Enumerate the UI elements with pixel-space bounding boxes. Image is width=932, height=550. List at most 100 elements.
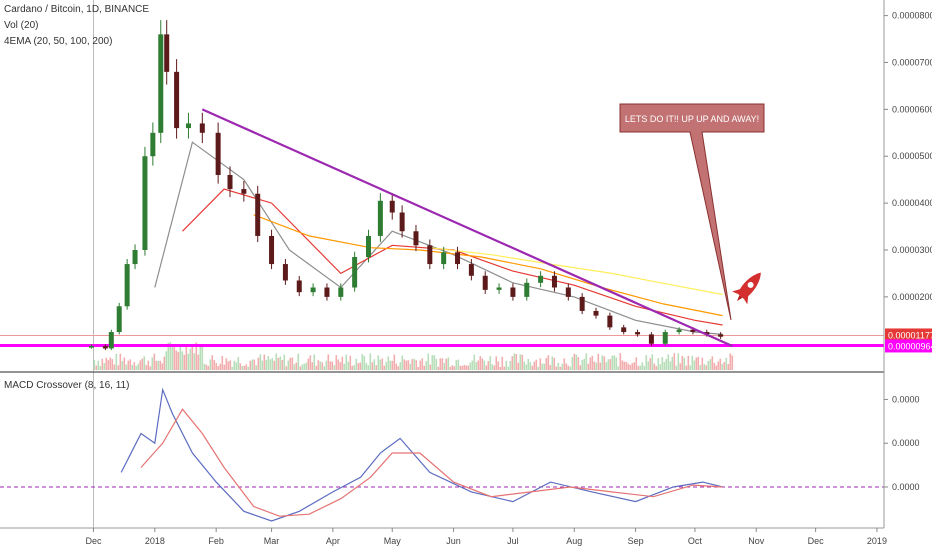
volume-bar bbox=[141, 358, 144, 370]
candle bbox=[718, 334, 724, 337]
rocket-icon bbox=[731, 272, 761, 305]
volume-bar bbox=[459, 365, 462, 370]
volume-bar bbox=[373, 359, 376, 370]
volume-bar bbox=[117, 365, 120, 370]
volume-bar bbox=[479, 356, 482, 370]
volume-bar bbox=[483, 360, 486, 370]
volume-bar bbox=[207, 365, 210, 370]
candle bbox=[565, 287, 571, 297]
volume-bar bbox=[465, 365, 468, 370]
volume-bar bbox=[557, 362, 560, 370]
candle bbox=[377, 200, 383, 236]
volume-bar bbox=[705, 365, 708, 370]
volume-bar bbox=[355, 358, 358, 370]
candle bbox=[593, 310, 599, 316]
volume-bar bbox=[495, 356, 498, 370]
volume-bar bbox=[253, 359, 256, 370]
volume-bar bbox=[567, 365, 570, 370]
volume-bar bbox=[249, 360, 252, 370]
candle bbox=[648, 334, 654, 344]
volume-bar bbox=[415, 360, 418, 370]
volume-bar bbox=[387, 356, 390, 370]
volume-bar bbox=[245, 364, 248, 370]
macd-line bbox=[120, 387, 723, 522]
volume-bar bbox=[615, 357, 618, 370]
volume-bar bbox=[209, 359, 212, 370]
volume-bar bbox=[437, 366, 440, 370]
volume-bar bbox=[241, 365, 244, 370]
ema-line-1 bbox=[154, 141, 723, 335]
volume-bar bbox=[605, 362, 608, 370]
volume-bar bbox=[621, 360, 624, 370]
volume-bar bbox=[403, 359, 406, 370]
volume-bar bbox=[233, 360, 236, 370]
volume-bar bbox=[161, 363, 164, 370]
volume-bar bbox=[471, 360, 474, 370]
volume-bar bbox=[451, 365, 454, 370]
volume-bar bbox=[533, 361, 536, 370]
volume-bar bbox=[365, 363, 368, 370]
volume-bar bbox=[703, 364, 706, 370]
volume-bar bbox=[433, 355, 436, 370]
volume-bar bbox=[447, 357, 450, 370]
volume-bar bbox=[661, 357, 664, 370]
candle bbox=[690, 329, 696, 333]
volume-bar bbox=[691, 355, 694, 370]
volume-bar bbox=[127, 360, 130, 370]
volume-bar bbox=[537, 366, 540, 370]
volume-bar bbox=[103, 363, 106, 370]
volume-bar bbox=[95, 365, 98, 370]
volume-bar bbox=[541, 363, 544, 370]
volume-bar bbox=[257, 357, 260, 370]
volume-bar bbox=[377, 355, 380, 370]
volume-bar bbox=[391, 360, 394, 370]
y-tick-label: 0.00006000 bbox=[892, 104, 932, 114]
volume-bar bbox=[643, 365, 646, 370]
volume-legend: Vol (20) bbox=[4, 20, 39, 31]
volume-bar bbox=[293, 364, 296, 370]
volume-bar bbox=[407, 360, 410, 370]
macd-y-tick-label: 0.0000 bbox=[892, 482, 920, 492]
volume-bar bbox=[181, 351, 184, 370]
candle bbox=[510, 287, 516, 297]
x-tick-label: Feb bbox=[208, 536, 224, 546]
candle bbox=[150, 132, 156, 157]
volume-bar bbox=[395, 363, 398, 370]
candle bbox=[676, 329, 682, 333]
descending-trendline bbox=[201, 108, 733, 348]
volume-bar bbox=[509, 360, 512, 370]
volume-bar bbox=[637, 366, 640, 370]
volume-bar bbox=[319, 361, 322, 370]
volume-bar bbox=[525, 364, 528, 370]
volume-bar bbox=[467, 365, 470, 370]
volume-bar bbox=[337, 359, 340, 370]
candle bbox=[413, 231, 419, 246]
callout-bubble bbox=[619, 103, 765, 321]
y-tick-label: 0.00007000 bbox=[892, 57, 932, 67]
candle bbox=[635, 332, 641, 335]
volume-bar bbox=[519, 354, 522, 370]
volume-bar bbox=[585, 353, 588, 370]
volume-bar bbox=[681, 355, 684, 370]
chart-title: Cardano / Bitcoin, 1D, BINANCE bbox=[4, 4, 150, 15]
candle bbox=[310, 287, 316, 293]
x-tick-label: Dec bbox=[808, 536, 825, 546]
volume-bar bbox=[299, 366, 302, 370]
volume-bar bbox=[123, 357, 126, 370]
volume-bar bbox=[187, 353, 190, 370]
volume-bar bbox=[469, 362, 472, 370]
price-levels bbox=[0, 334, 884, 347]
y-tick-label: 0.00003000 bbox=[892, 245, 932, 255]
volume-bar bbox=[653, 363, 656, 370]
volume-bar bbox=[267, 355, 270, 370]
volume-bar bbox=[251, 359, 254, 370]
volume-bar bbox=[97, 360, 100, 370]
volume-bar bbox=[647, 361, 650, 370]
volume-bar bbox=[659, 364, 662, 370]
volume-bar bbox=[613, 355, 616, 370]
volume-bar bbox=[357, 363, 360, 370]
volume-bar bbox=[645, 355, 648, 370]
volume-bar bbox=[143, 356, 146, 370]
volume-bar bbox=[545, 358, 548, 370]
